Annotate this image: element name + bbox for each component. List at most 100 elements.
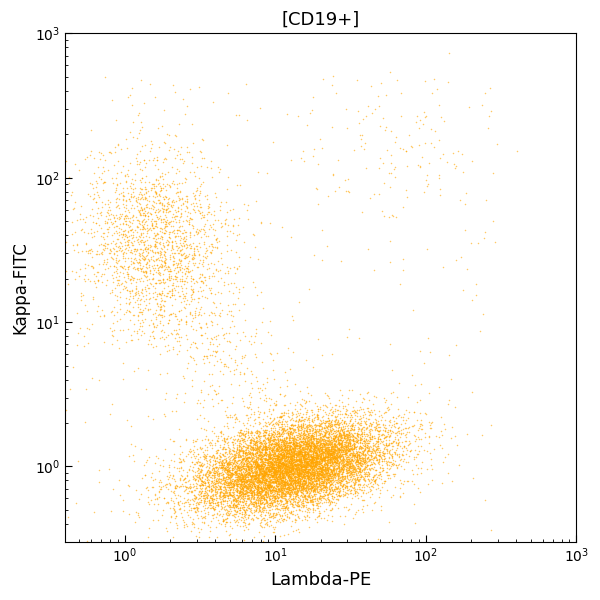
Point (218, 493, 228, 503)
Point (182, 334, 192, 344)
Point (244, 214, 253, 224)
Point (283, 466, 292, 476)
Point (144, 499, 154, 509)
Point (335, 465, 345, 475)
Point (298, 470, 307, 480)
Point (293, 469, 303, 479)
Point (322, 475, 331, 484)
Point (344, 445, 354, 455)
Point (388, 437, 398, 447)
Point (267, 481, 277, 490)
Point (253, 445, 262, 455)
Point (313, 436, 323, 446)
Point (319, 442, 328, 452)
Point (301, 439, 311, 449)
Point (327, 448, 337, 457)
Point (244, 469, 254, 479)
Point (253, 444, 262, 454)
Point (361, 425, 371, 434)
Point (170, 490, 180, 500)
Point (242, 449, 251, 458)
Point (109, 222, 119, 232)
Point (291, 415, 301, 425)
Point (185, 220, 194, 229)
Point (102, 239, 112, 249)
Point (241, 488, 251, 497)
Point (332, 443, 342, 452)
Point (316, 443, 325, 453)
Point (263, 429, 272, 439)
Point (295, 458, 304, 467)
Point (257, 477, 266, 487)
Point (289, 454, 299, 464)
Point (234, 446, 244, 456)
Point (340, 421, 350, 430)
Point (115, 241, 124, 251)
Point (223, 458, 233, 467)
Point (314, 441, 323, 451)
Point (275, 457, 284, 467)
Point (294, 466, 304, 475)
Point (166, 233, 175, 243)
Point (301, 410, 311, 419)
Point (311, 479, 321, 488)
Point (157, 224, 167, 234)
Point (250, 492, 259, 502)
Point (202, 472, 212, 482)
Point (335, 512, 345, 521)
Point (136, 209, 145, 219)
Point (142, 195, 152, 205)
Point (223, 478, 232, 488)
Point (367, 445, 376, 454)
Point (435, 440, 445, 450)
Point (158, 235, 167, 244)
Point (237, 353, 247, 363)
Point (166, 496, 176, 505)
Point (181, 478, 190, 487)
Point (233, 468, 243, 478)
Point (316, 451, 326, 460)
Point (185, 307, 195, 317)
Point (220, 491, 230, 501)
Point (307, 475, 316, 484)
Point (187, 294, 197, 304)
Point (136, 117, 145, 127)
Point (233, 499, 242, 508)
Point (248, 444, 258, 454)
Point (298, 482, 308, 491)
Point (315, 466, 325, 476)
Point (228, 485, 238, 494)
Point (338, 428, 347, 438)
Point (313, 410, 322, 420)
Point (311, 442, 320, 451)
Point (335, 467, 345, 476)
Point (347, 412, 357, 422)
Point (250, 459, 260, 469)
Point (328, 454, 337, 463)
Point (136, 307, 145, 317)
Point (288, 497, 298, 507)
Point (254, 487, 264, 497)
Point (296, 487, 305, 496)
Point (278, 426, 288, 436)
Point (175, 188, 185, 197)
Point (281, 456, 290, 466)
Point (301, 447, 310, 457)
Point (154, 278, 163, 288)
Point (83, 248, 92, 258)
Point (269, 404, 278, 414)
Point (229, 495, 239, 505)
Point (300, 476, 310, 485)
Point (262, 421, 271, 431)
Point (334, 472, 343, 482)
Point (221, 444, 230, 454)
Point (227, 412, 237, 422)
Point (296, 455, 305, 465)
Point (250, 282, 260, 292)
Point (309, 441, 319, 451)
Point (301, 493, 311, 503)
Point (89, 189, 99, 199)
Point (203, 478, 212, 487)
Point (328, 406, 338, 416)
Point (314, 430, 323, 440)
